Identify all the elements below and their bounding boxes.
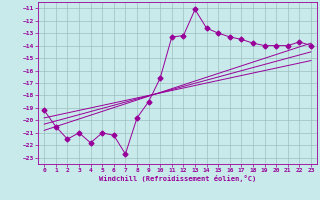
X-axis label: Windchill (Refroidissement éolien,°C): Windchill (Refroidissement éolien,°C) — [99, 175, 256, 182]
